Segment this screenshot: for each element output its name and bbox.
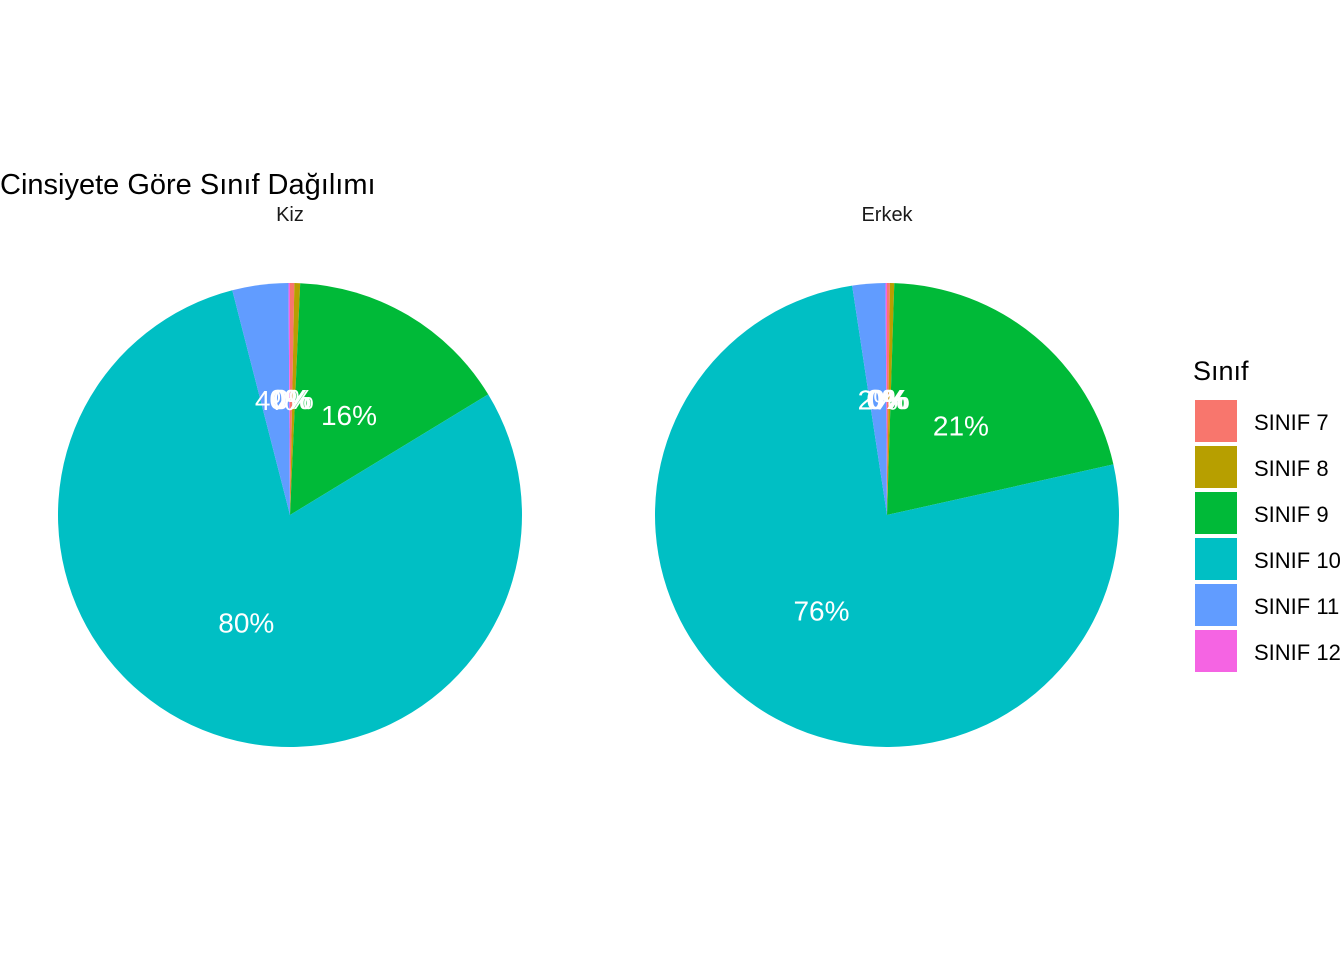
legend-label-sinif-9: SINIF 9 [1254,502,1329,527]
pct-label-erkek-sinif-11: 2% [858,384,898,415]
legend-key-sinif-7 [1195,400,1237,442]
legend-key-sinif-11 [1195,584,1237,626]
legend-label-sinif-7: SINIF 7 [1254,410,1329,435]
slice-erkek-sinif-7 [887,283,890,515]
panel-label-erkek: Erkek [861,204,913,226]
slice-erkek-sinif-11 [852,283,887,515]
chart-title: Cinsiyete Göre Sınıf Dağılımı [0,169,376,201]
pct-label-erkek-sinif-7: 0% [867,384,907,415]
panel-label-kiz: Kiz [276,204,304,226]
pct-label-erkek-sinif-8: 0% [869,384,909,415]
slice-kiz-sinif-10 [57,290,522,748]
slice-kiz-sinif-11 [232,283,290,515]
legend-label-sinif-10: SINIF 10 [1254,548,1341,573]
slice-kiz-sinif-7 [290,283,295,515]
pct-label-erkek-sinif-9: 21% [933,411,989,442]
legend: Sınıf SINIF 7 SINIF 8 SINIF 9 SINIF 10 SINIF… [1193,356,1341,672]
slice-erkek-sinif-9 [887,283,1114,515]
legend-label-sinif-8: SINIF 8 [1254,456,1329,481]
legend-label-sinif-12: SINIF 12 [1254,640,1341,665]
pct-label-erkek-sinif-12: 0% [866,384,906,415]
pct-label-kiz-sinif-8: 0% [273,384,313,415]
legend-label-sinif-11: SINIF 11 [1254,594,1339,619]
legend-title: Sınıf [1193,356,1249,386]
pct-label-kiz-sinif-9: 16% [321,400,377,431]
pct-label-kiz-sinif-12: 0% [269,384,309,415]
legend-key-sinif-9 [1195,492,1237,534]
slice-kiz-sinif-12 [288,282,290,515]
pct-label-kiz-sinif-11: 4% [255,385,295,416]
legend-key-sinif-12 [1195,630,1237,672]
slice-erkek-sinif-8 [887,283,895,515]
slice-kiz-sinif-9 [290,283,489,515]
pct-label-kiz-sinif-7: 0% [271,384,311,415]
legend-key-sinif-10 [1195,538,1237,580]
pct-label-kiz-sinif-10: 80% [218,607,274,638]
legend-key-sinif-8 [1195,446,1237,488]
slice-kiz-sinif-8 [290,283,301,515]
pct-label-erkek-sinif-10: 76% [793,596,849,627]
slice-erkek-sinif-12 [885,282,887,515]
slice-erkek-sinif-10 [654,285,1119,747]
